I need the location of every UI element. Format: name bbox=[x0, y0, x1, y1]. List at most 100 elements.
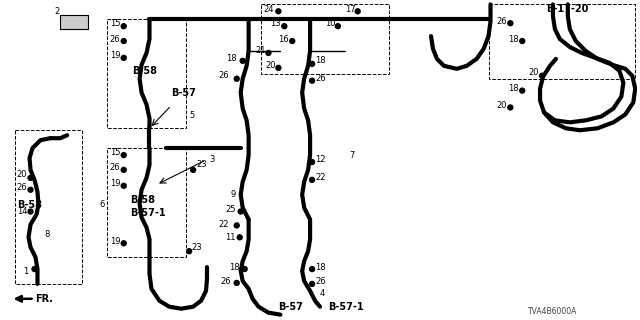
Text: 18: 18 bbox=[315, 56, 326, 65]
Text: B-17-20: B-17-20 bbox=[546, 4, 588, 14]
Text: 18: 18 bbox=[315, 263, 326, 272]
Text: 10: 10 bbox=[325, 19, 335, 28]
Circle shape bbox=[121, 153, 126, 157]
Bar bbox=[60, 15, 88, 29]
Text: 3: 3 bbox=[209, 156, 214, 164]
Circle shape bbox=[310, 159, 314, 164]
Text: 15: 15 bbox=[110, 148, 120, 156]
Text: TVA4B6000A: TVA4B6000A bbox=[528, 307, 577, 316]
Text: 26: 26 bbox=[219, 71, 230, 80]
Text: 26: 26 bbox=[110, 164, 120, 172]
Circle shape bbox=[276, 65, 281, 70]
Text: B-57: B-57 bbox=[278, 302, 303, 312]
Text: 20: 20 bbox=[266, 61, 276, 70]
Circle shape bbox=[121, 39, 126, 44]
Text: 23: 23 bbox=[196, 160, 207, 170]
Text: 26: 26 bbox=[497, 17, 507, 26]
Text: 26: 26 bbox=[315, 74, 326, 83]
Circle shape bbox=[240, 58, 245, 63]
Bar bbox=[260, 4, 389, 74]
Circle shape bbox=[310, 267, 314, 272]
Text: 5: 5 bbox=[189, 111, 195, 120]
Circle shape bbox=[32, 267, 37, 272]
Bar bbox=[488, 4, 636, 79]
Circle shape bbox=[234, 280, 239, 285]
Text: 21: 21 bbox=[255, 46, 266, 55]
Text: 13: 13 bbox=[271, 19, 281, 28]
Circle shape bbox=[266, 51, 271, 55]
Text: 20: 20 bbox=[528, 68, 539, 77]
Text: 18: 18 bbox=[228, 263, 239, 272]
Circle shape bbox=[28, 175, 33, 180]
Text: 25: 25 bbox=[226, 205, 236, 214]
Bar bbox=[107, 19, 186, 128]
Text: 7: 7 bbox=[349, 150, 355, 160]
Text: 26: 26 bbox=[315, 277, 326, 286]
Text: 16: 16 bbox=[278, 35, 289, 44]
Circle shape bbox=[121, 241, 126, 246]
Circle shape bbox=[310, 78, 314, 83]
Circle shape bbox=[121, 183, 126, 188]
Circle shape bbox=[238, 209, 243, 214]
Text: B-57-1: B-57-1 bbox=[328, 302, 364, 312]
Text: B-58: B-58 bbox=[130, 195, 155, 205]
Bar bbox=[107, 148, 186, 257]
Text: 22: 22 bbox=[315, 173, 326, 182]
Circle shape bbox=[28, 209, 33, 214]
Circle shape bbox=[310, 61, 314, 66]
Text: 19: 19 bbox=[110, 179, 120, 188]
Circle shape bbox=[520, 39, 525, 44]
Text: B-58: B-58 bbox=[132, 66, 157, 76]
Text: 12: 12 bbox=[315, 156, 326, 164]
Circle shape bbox=[520, 88, 525, 93]
Text: B-58: B-58 bbox=[17, 200, 42, 210]
Text: 17: 17 bbox=[345, 5, 355, 14]
Circle shape bbox=[310, 281, 314, 286]
Circle shape bbox=[234, 223, 239, 228]
Circle shape bbox=[28, 187, 33, 192]
Text: 1: 1 bbox=[22, 267, 28, 276]
Text: 20: 20 bbox=[497, 101, 507, 110]
Text: 19: 19 bbox=[110, 237, 120, 246]
Text: 18: 18 bbox=[508, 84, 519, 93]
Text: B-57: B-57 bbox=[172, 88, 196, 98]
Text: 18: 18 bbox=[508, 35, 519, 44]
Text: 15: 15 bbox=[110, 19, 120, 28]
Circle shape bbox=[237, 235, 242, 240]
Text: 14: 14 bbox=[17, 207, 27, 216]
Text: 19: 19 bbox=[110, 52, 120, 60]
Circle shape bbox=[508, 105, 513, 110]
Bar bbox=[15, 130, 82, 284]
Text: 2: 2 bbox=[54, 7, 60, 16]
Text: B-57-1: B-57-1 bbox=[130, 208, 165, 218]
Circle shape bbox=[121, 24, 126, 29]
Text: 20: 20 bbox=[17, 170, 27, 180]
Circle shape bbox=[191, 167, 196, 172]
Text: 23: 23 bbox=[191, 243, 202, 252]
Circle shape bbox=[290, 39, 295, 44]
Circle shape bbox=[121, 167, 126, 172]
Circle shape bbox=[540, 73, 545, 78]
Text: 26: 26 bbox=[110, 35, 120, 44]
Circle shape bbox=[355, 9, 360, 14]
Text: 26: 26 bbox=[221, 277, 232, 286]
Circle shape bbox=[508, 21, 513, 26]
Circle shape bbox=[310, 177, 314, 182]
Text: 26: 26 bbox=[17, 183, 28, 192]
Text: 18: 18 bbox=[226, 54, 236, 63]
Circle shape bbox=[276, 9, 281, 14]
Text: FR.: FR. bbox=[35, 294, 54, 304]
Text: 24: 24 bbox=[264, 5, 274, 14]
Circle shape bbox=[187, 249, 191, 254]
Text: 4: 4 bbox=[320, 289, 325, 298]
Circle shape bbox=[335, 24, 340, 29]
Circle shape bbox=[121, 55, 126, 60]
Text: 22: 22 bbox=[219, 220, 229, 229]
Bar bbox=[60, 15, 88, 29]
Circle shape bbox=[234, 76, 239, 81]
Circle shape bbox=[282, 24, 287, 29]
Circle shape bbox=[242, 267, 247, 272]
Text: 9: 9 bbox=[231, 190, 236, 199]
Text: 11: 11 bbox=[225, 233, 236, 242]
Text: 8: 8 bbox=[44, 230, 50, 239]
